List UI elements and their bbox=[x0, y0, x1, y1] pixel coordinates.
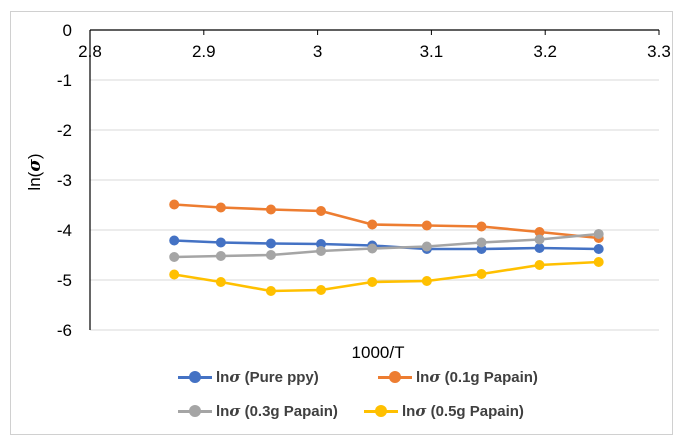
y-tick-label: -1 bbox=[57, 71, 72, 90]
legend-label: lnσ (0.3g Papain) bbox=[216, 402, 338, 420]
legend-swatch-blue bbox=[178, 370, 212, 384]
data-point bbox=[476, 221, 487, 232]
data-point bbox=[215, 202, 226, 213]
data-point bbox=[421, 220, 432, 231]
data-point bbox=[534, 243, 545, 253]
data-point bbox=[367, 277, 378, 287]
legend-swatch-gray bbox=[178, 404, 212, 418]
data-point bbox=[265, 286, 276, 296]
legend-item-series-2: lnσ (0.1g Papain) bbox=[378, 368, 538, 386]
y-tick-label: -2 bbox=[57, 121, 72, 140]
legend-swatch-yellow bbox=[364, 404, 398, 418]
data-point bbox=[367, 219, 378, 230]
data-point bbox=[265, 250, 276, 260]
legend-label: lnσ (Pure ppy) bbox=[216, 368, 319, 386]
legend-label: lnσ (0.5g Papain) bbox=[402, 402, 524, 420]
data-point bbox=[421, 276, 432, 286]
data-point bbox=[534, 260, 545, 270]
data-series bbox=[169, 199, 604, 296]
x-tick-label: 3.3 bbox=[647, 42, 671, 61]
data-point bbox=[476, 269, 487, 279]
data-point bbox=[215, 237, 226, 248]
data-point bbox=[316, 246, 327, 256]
data-point bbox=[316, 206, 327, 216]
data-point bbox=[265, 238, 276, 249]
data-point bbox=[265, 204, 276, 215]
data-point bbox=[215, 251, 226, 261]
legend-swatch-orange bbox=[378, 370, 412, 384]
x-tick-label: 2.9 bbox=[192, 42, 216, 61]
data-point bbox=[534, 227, 545, 237]
data-point bbox=[169, 235, 180, 246]
data-point bbox=[421, 241, 432, 252]
x-tick-label: 3 bbox=[313, 42, 322, 61]
data-point bbox=[593, 257, 604, 267]
y-tick-label: -6 bbox=[57, 321, 72, 340]
axes bbox=[89, 29, 660, 330]
data-point bbox=[316, 285, 327, 295]
data-point bbox=[367, 243, 378, 254]
data-point bbox=[316, 239, 327, 249]
y-tick-label: -3 bbox=[57, 171, 72, 190]
y-tick-label: -4 bbox=[57, 221, 72, 240]
x-tick-label: 3.2 bbox=[533, 42, 557, 61]
legend-item-series-4: lnσ (0.5g Papain) bbox=[364, 402, 524, 420]
data-point bbox=[476, 237, 487, 248]
data-point bbox=[593, 244, 604, 254]
y-tick-label: -5 bbox=[57, 271, 72, 290]
data-point bbox=[593, 229, 604, 239]
legend-label: lnσ (0.1g Papain) bbox=[416, 368, 538, 386]
y-axis-title: ln(σ) bbox=[25, 153, 45, 190]
data-point bbox=[169, 199, 180, 210]
axis-labels: 2.8 2.9 3 3.1 3.2 3.3 0 -1 -2 -3 -4 -5 -6 1000/T ln(σ) bbox=[25, 21, 671, 362]
x-tick-label: 3.1 bbox=[420, 42, 444, 61]
y-tick-label: 0 bbox=[63, 21, 72, 40]
data-point bbox=[215, 277, 226, 287]
x-axis-title: 1000/T bbox=[352, 343, 405, 362]
chart-frame bbox=[10, 11, 673, 435]
legend-item-series-1: lnσ (Pure ppy) bbox=[178, 368, 319, 386]
data-point bbox=[534, 234, 545, 245]
data-point bbox=[169, 269, 180, 280]
data-point bbox=[169, 252, 180, 262]
legend-item-series-3: lnσ (0.3g Papain) bbox=[178, 402, 338, 420]
x-tick-label: 2.8 bbox=[78, 42, 102, 61]
